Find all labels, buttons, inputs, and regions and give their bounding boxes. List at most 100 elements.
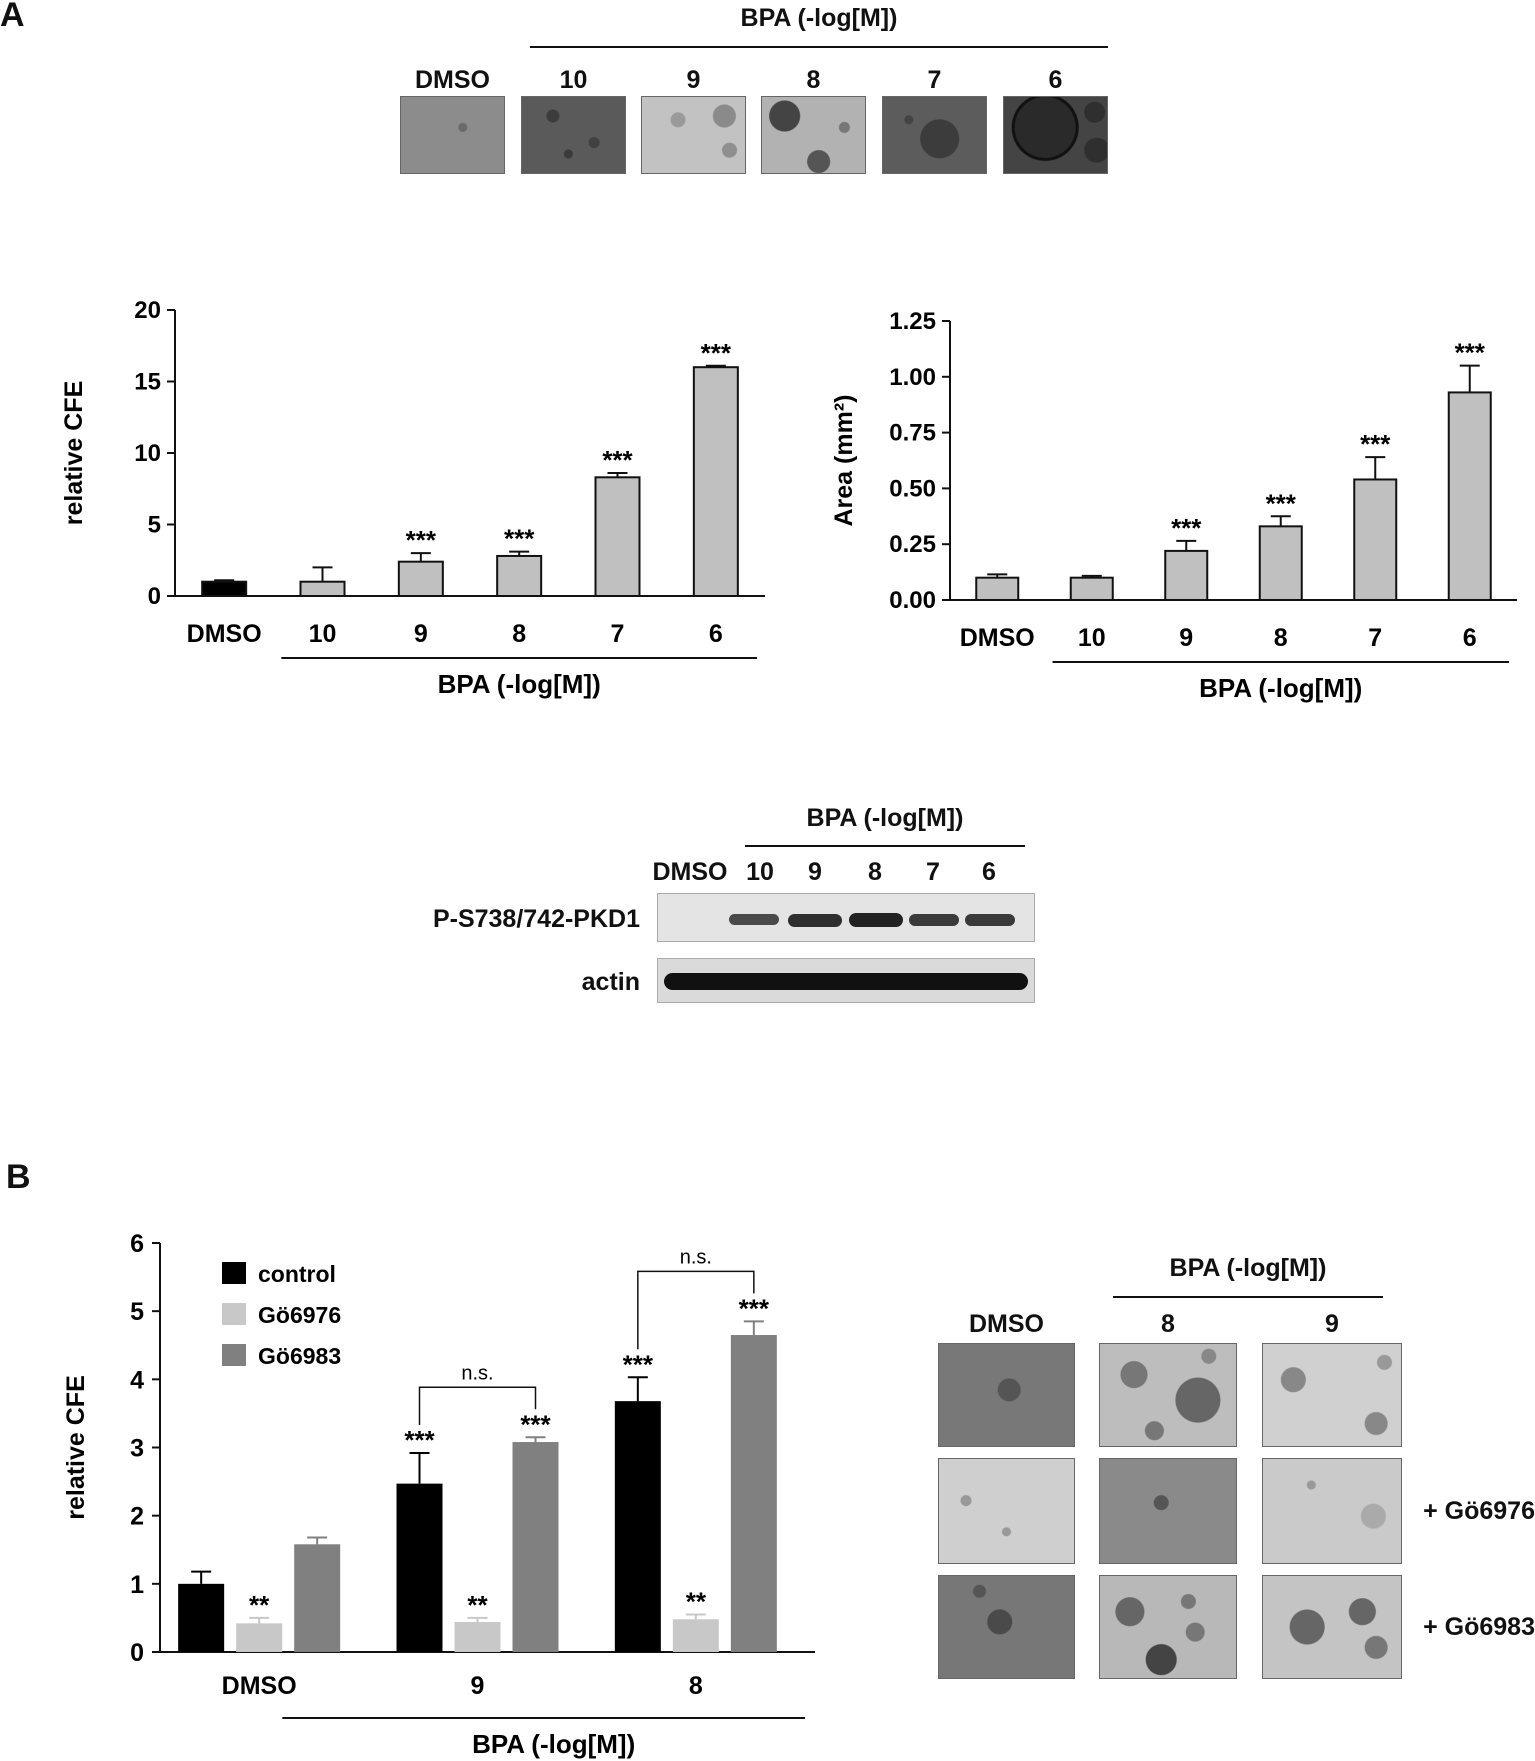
significance-marker: *** [1266, 488, 1297, 518]
y-tick-label: 0 [148, 583, 161, 610]
colony-image-b-9-go6983 [1262, 1575, 1402, 1679]
bar [299, 580, 346, 598]
lane-label-10: 10 [746, 858, 774, 886]
significance-marker: ** [686, 1587, 707, 1617]
panel-label-b: B [6, 1158, 31, 1196]
bar [1069, 576, 1114, 601]
group-label: BPA (-log[M]) [1199, 673, 1362, 703]
legend-label: Gö6983 [258, 1343, 341, 1369]
image-label-7: 7 [927, 66, 942, 94]
comparison-label: n.s. [680, 1246, 712, 1268]
colony-image-8 [761, 96, 866, 174]
bpa-underline-a [530, 46, 1108, 48]
significance-marker: *** [1360, 429, 1391, 459]
bar [201, 580, 248, 598]
category-label: DMSO [960, 624, 1035, 652]
bar [454, 1622, 501, 1652]
lane-label-8: 8 [868, 858, 882, 886]
significance-marker: *** [739, 1293, 770, 1323]
grid-col-label-dmso: DMSO [969, 1310, 1044, 1338]
grid-row-label-go6983: + Gö6983 [1423, 1613, 1535, 1641]
colony-image-9 [641, 96, 746, 174]
lane-label-9: 9 [808, 858, 822, 886]
blot-band [965, 914, 1015, 926]
y-tick-label: 10 [134, 440, 161, 467]
significance-marker: *** [404, 1425, 435, 1455]
significance-marker: *** [602, 445, 633, 475]
legend-swatch [222, 1344, 246, 1366]
bpa-header-b: BPA (-log[M]) [1169, 1254, 1327, 1282]
colony-image-b-8-go6976 [1099, 1458, 1237, 1564]
category-label: 9 [1179, 624, 1193, 652]
chart-relative-cfe-a: 0 5 10 15 20 relative CFE DMSO 10 *** 9 *** 8 *** 7 **… [60, 297, 765, 699]
y-axis-label: Area (mm²) [830, 395, 858, 527]
y-tick-label: 15 [134, 369, 161, 396]
colony-image-b-dmso [938, 1343, 1075, 1447]
bar [730, 1335, 777, 1652]
y-axis-label: relative CFE [60, 381, 88, 526]
y-tick-label: 5 [148, 512, 161, 539]
blot-row-label-pkd1: P-S738/742-PKD1 [432, 905, 640, 933]
blot-band [788, 914, 842, 927]
colony-image-b-9-go6976 [1262, 1458, 1402, 1564]
y-tick-label: 6 [130, 1230, 144, 1258]
bar [614, 1401, 661, 1652]
category-label: DMSO [222, 1672, 297, 1700]
y-tick-label: 3 [130, 1435, 144, 1463]
y-axis-label: relative CFE [62, 1375, 90, 1520]
colony-image-b-8-go6983 [1099, 1575, 1237, 1679]
blot-band [909, 914, 959, 926]
bar [178, 1583, 225, 1652]
significance-marker: ** [467, 1590, 488, 1620]
significance-marker: *** [406, 525, 437, 555]
blot-band [664, 973, 1028, 990]
bpa-header-a: BPA (-log[M]) [740, 4, 898, 32]
bar [692, 366, 739, 598]
bar [496, 554, 543, 598]
category-label: 7 [1368, 624, 1382, 652]
legend-label: control [258, 1261, 336, 1287]
lane-label-7: 7 [926, 858, 940, 886]
y-tick-label: 20 [134, 297, 161, 324]
panel-label-a: A [0, 0, 25, 34]
category-label: 9 [414, 620, 428, 648]
y-tick-label: 1 [130, 1571, 144, 1599]
colony-image-6 [1003, 96, 1108, 174]
bar [1353, 478, 1398, 601]
bar [1258, 525, 1303, 601]
bar [397, 560, 444, 597]
bar [672, 1619, 719, 1652]
bar [294, 1544, 341, 1652]
bar [1447, 391, 1492, 602]
category-label: 8 [689, 1672, 703, 1700]
colony-image-10 [521, 96, 626, 174]
significance-marker: *** [1171, 513, 1202, 543]
group-label: BPA (-log[M]) [472, 1729, 635, 1759]
legend-swatch [222, 1262, 246, 1284]
category-label: 9 [471, 1672, 485, 1700]
blot-strip-actin [657, 958, 1035, 1003]
image-label-6: 6 [1048, 66, 1063, 94]
legend-swatch [222, 1303, 246, 1325]
y-tick-label: 0 [130, 1639, 144, 1667]
y-tick-label: 0.50 [889, 475, 936, 502]
grid-col-label-8: 8 [1161, 1310, 1175, 1338]
image-label-10: 10 [559, 66, 588, 94]
bar [512, 1442, 559, 1652]
bar [594, 476, 641, 597]
category-label: 10 [1078, 624, 1106, 652]
bpa-underline-western [745, 845, 1025, 847]
blot-row-label-actin: actin [581, 968, 640, 996]
colony-image-b-8 [1099, 1343, 1237, 1447]
significance-marker: *** [701, 338, 732, 368]
bar [396, 1483, 443, 1652]
significance-marker: *** [504, 524, 535, 554]
colony-image-dmso [400, 96, 505, 174]
colony-image-b-dmso-go6983 [938, 1575, 1075, 1679]
colony-image-7 [882, 96, 987, 174]
bpa-header-western: BPA (-log[M]) [806, 804, 964, 832]
y-tick-label: 5 [130, 1298, 144, 1326]
lane-label-dmso: DMSO [652, 858, 728, 886]
image-label-dmso: DMSO [415, 66, 490, 94]
chart-area-a: 0.00 0.25 0.50 0.75 1.00 1.25 Area (mm²) DMSO 10… [830, 308, 1517, 703]
